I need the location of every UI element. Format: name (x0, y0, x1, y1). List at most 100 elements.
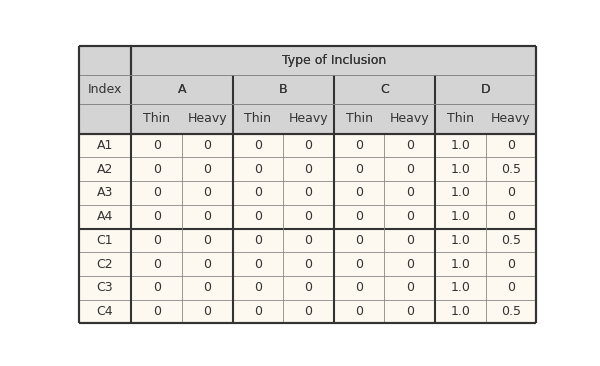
Text: 0: 0 (254, 258, 262, 270)
Text: Heavy: Heavy (491, 112, 531, 126)
Text: A3: A3 (97, 186, 113, 199)
Bar (485, 205, 536, 228)
Bar (385, 205, 435, 228)
Text: Thin: Thin (244, 112, 271, 126)
Text: 1.0: 1.0 (451, 234, 470, 247)
Bar (435, 205, 485, 228)
Bar (385, 181, 435, 205)
Text: 0: 0 (305, 210, 313, 223)
Bar (435, 228, 485, 252)
Bar (131, 300, 182, 324)
Text: 0.5: 0.5 (501, 305, 521, 318)
Bar (334, 104, 385, 134)
Bar (385, 252, 435, 276)
Bar (131, 181, 182, 205)
Text: 1.0: 1.0 (451, 281, 470, 294)
Bar (79, 181, 131, 205)
Text: 0: 0 (305, 305, 313, 318)
Bar (385, 300, 435, 324)
Text: 0: 0 (355, 210, 363, 223)
Text: 0: 0 (406, 234, 414, 247)
Text: 0: 0 (507, 186, 515, 199)
Text: 0: 0 (254, 139, 262, 152)
Bar (485, 300, 536, 324)
Text: 0: 0 (254, 163, 262, 176)
Text: 0: 0 (152, 258, 161, 270)
Text: 0: 0 (203, 139, 211, 152)
Text: Index: Index (88, 83, 122, 96)
Bar (485, 252, 536, 276)
Bar (79, 276, 131, 300)
Bar (334, 300, 385, 324)
Text: 0: 0 (406, 258, 414, 270)
Text: 0: 0 (203, 234, 211, 247)
Bar (385, 104, 435, 134)
Bar (435, 276, 485, 300)
Bar (283, 205, 334, 228)
Text: 0: 0 (254, 186, 262, 199)
Bar (182, 104, 233, 134)
Text: 0: 0 (406, 139, 414, 152)
Text: 0: 0 (355, 234, 363, 247)
Text: 0.5: 0.5 (501, 163, 521, 176)
Text: Heavy: Heavy (187, 112, 227, 126)
Bar (233, 205, 283, 228)
Text: 0: 0 (152, 139, 161, 152)
Bar (385, 157, 435, 181)
Bar (435, 300, 485, 324)
Bar (131, 75, 233, 104)
Text: 0: 0 (305, 234, 313, 247)
Bar (485, 157, 536, 181)
Bar (79, 300, 131, 324)
Text: A: A (178, 83, 186, 96)
Bar (334, 75, 435, 104)
Text: 0: 0 (305, 139, 313, 152)
Bar (131, 157, 182, 181)
Bar (233, 75, 334, 104)
Text: 0: 0 (355, 163, 363, 176)
Bar (131, 276, 182, 300)
Text: C1: C1 (97, 234, 113, 247)
Bar (283, 157, 334, 181)
Bar (435, 181, 485, 205)
Bar (283, 276, 334, 300)
Text: 0: 0 (305, 186, 313, 199)
Text: 0: 0 (355, 139, 363, 152)
Bar (79, 157, 131, 181)
Text: 0: 0 (203, 186, 211, 199)
Bar (182, 228, 233, 252)
Bar (334, 181, 385, 205)
Text: 0: 0 (355, 258, 363, 270)
Bar (283, 252, 334, 276)
Bar (233, 104, 283, 134)
Bar (233, 134, 283, 157)
Bar (233, 75, 334, 104)
Text: 0: 0 (406, 210, 414, 223)
Bar (79, 228, 131, 252)
Bar (233, 300, 283, 324)
Text: 0: 0 (254, 281, 262, 294)
Text: C: C (380, 83, 389, 96)
Text: 0: 0 (507, 139, 515, 152)
Text: Thin: Thin (447, 112, 474, 126)
Text: 0: 0 (254, 305, 262, 318)
Bar (182, 300, 233, 324)
Bar (79, 205, 131, 228)
Text: 0: 0 (305, 258, 313, 270)
Bar (131, 252, 182, 276)
Bar (131, 46, 536, 75)
Bar (385, 228, 435, 252)
Text: 0: 0 (152, 281, 161, 294)
Text: A1: A1 (97, 139, 113, 152)
Text: 0: 0 (203, 258, 211, 270)
Text: 1.0: 1.0 (451, 186, 470, 199)
Text: Type of Inclusion: Type of Inclusion (281, 54, 386, 67)
Text: D: D (481, 83, 490, 96)
Bar (435, 157, 485, 181)
Bar (435, 75, 536, 104)
Bar (233, 181, 283, 205)
Text: C: C (380, 83, 389, 96)
Bar (385, 276, 435, 300)
Bar (283, 228, 334, 252)
Bar (435, 104, 485, 134)
